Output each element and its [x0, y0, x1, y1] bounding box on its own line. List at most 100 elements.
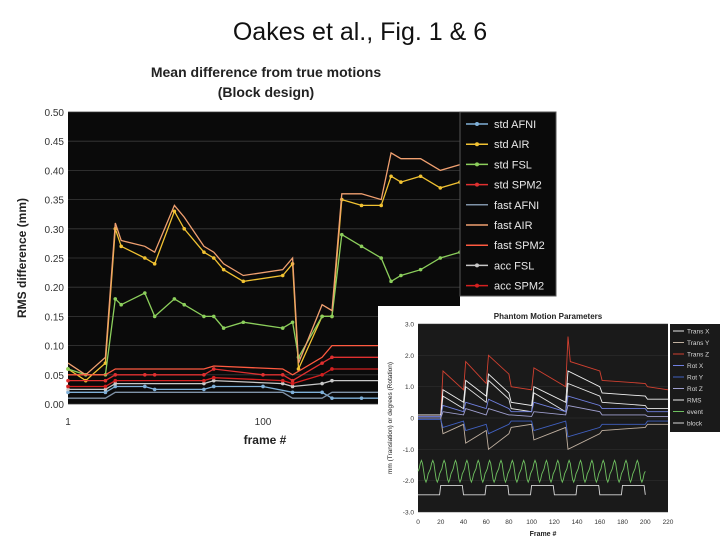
main-chart-y-tick-label: 0.25	[45, 254, 65, 265]
main-chart-x-axis-label: frame #	[244, 433, 287, 447]
main-chart-legend-label: std AIR	[494, 139, 530, 151]
inset-chart-y-ticks: 3.0 2.0 1.0 0 -1.0 -2.0 -3.0	[403, 322, 415, 517]
main-chart-legend-marker	[475, 263, 479, 268]
inset-chart-series	[418, 336, 669, 451]
main-chart-data-point	[152, 262, 157, 266]
inset-chart-x-tick-label: 200	[640, 519, 651, 526]
inset-chart-y-tick-label: 1.0	[405, 384, 414, 391]
main-chart-legend-label: fast AIR	[494, 220, 533, 232]
main-chart-data-point	[172, 297, 177, 301]
main-chart-y-tick-label: 0.40	[45, 166, 65, 177]
main-chart-data-point	[340, 232, 344, 237]
main-chart-data-point	[330, 367, 334, 371]
inset-chart-legend-label: Rot Y	[687, 375, 704, 382]
main-chart-data-point	[418, 267, 423, 272]
main-chart-series-line	[67, 175, 461, 382]
main-chart-data-point	[103, 384, 108, 389]
inset-chart-x-tick-label: 20	[437, 519, 445, 526]
main-chart-data-point	[379, 256, 384, 260]
main-chart-data-point	[113, 297, 118, 301]
main-chart-data-point	[103, 390, 108, 395]
main-chart-y-tick-label: 0.35	[45, 196, 65, 207]
main-chart-data-point	[280, 381, 285, 386]
main-chart-data-point	[320, 373, 324, 377]
main-chart-data-point	[241, 279, 246, 284]
main-chart-data-point	[119, 302, 123, 307]
main-chart-data-point	[113, 378, 118, 383]
inset-chart-event-trace	[417, 459, 646, 484]
inset-chart-legend-label: Trans Z	[687, 352, 709, 359]
inset-chart-x-tick-label: 80	[505, 519, 513, 526]
main-chart-data-point	[290, 390, 295, 395]
main-chart-data-point	[202, 314, 206, 319]
inset-chart-series-line	[418, 419, 668, 438]
main-chart-data-point	[103, 387, 108, 392]
main-chart-legend-marker	[475, 162, 479, 167]
main-chart-data-point	[143, 256, 147, 260]
inset-chart-x-ticks: 0 20 40 60 80 100 120 140 160 180 200 220	[416, 519, 674, 526]
inset-chart-x-tick-label: 180	[617, 519, 628, 526]
main-chart-data-point	[103, 378, 108, 383]
main-chart-y-tick-label: 0.10	[45, 342, 65, 353]
main-chart-data-point	[172, 209, 177, 214]
main-chart-data-point	[290, 384, 295, 389]
main-chart-data-point	[280, 326, 285, 330]
main-chart-data-point	[66, 387, 70, 392]
main-chart-data-point	[202, 373, 206, 377]
main-chart-data-point	[66, 384, 70, 389]
main-chart-data-point	[320, 361, 324, 365]
main-chart-data-point	[66, 378, 70, 383]
main-chart-data-point	[399, 273, 403, 278]
main-chart-legend-marker	[475, 142, 479, 147]
main-chart-data-point	[182, 302, 187, 307]
main-chart-data-point	[290, 381, 295, 386]
main-chart-series-line	[67, 151, 461, 376]
main-chart-y-axis-label: RMS difference (mm)	[15, 198, 29, 318]
main-chart-data-point	[66, 390, 70, 395]
main-chart-series-line	[68, 379, 460, 391]
inset-chart-x-tick-label: 140	[572, 519, 583, 526]
main-chart-legend-label: std SPM2	[494, 180, 542, 192]
main-chart-data-point	[152, 314, 157, 319]
main-chart-y-tick-label: 0.30	[45, 225, 65, 236]
main-chart-data-point	[113, 384, 118, 389]
inset-chart-legend-label: Trans Y	[687, 340, 710, 347]
inset-chart: Phantom Motion Parameters 3.0 2.0 1.0 0 -1.0…	[378, 306, 720, 540]
main-chart-data-point	[241, 320, 246, 325]
main-chart-data-point	[320, 390, 324, 395]
main-chart-data-point	[152, 373, 157, 377]
inset-chart-legend-label: Rot Z	[687, 386, 703, 393]
inset-chart-legend-label: Rot X	[687, 363, 704, 370]
inset-chart-y-tick-label: 3.0	[405, 322, 414, 329]
main-chart-y-tick-label: 0.00	[45, 400, 65, 411]
inset-chart-x-tick-label: 0	[416, 519, 420, 526]
inset-chart-series-line	[418, 404, 668, 419]
main-chart-data-point	[438, 186, 443, 190]
main-chart-data-point	[296, 367, 301, 371]
main-chart-data-point	[399, 180, 403, 184]
main-chart-data-point	[221, 267, 226, 272]
main-chart-data-point	[280, 273, 285, 278]
main-chart-data-point	[143, 384, 147, 389]
main-chart-legend-marker	[475, 122, 479, 126]
inset-chart-legend-label: RMS	[687, 398, 702, 405]
main-chart-legend-label: acc FSL	[494, 260, 534, 272]
main-chart-legend-label: acc SPM2	[494, 281, 544, 293]
main-chart-data-point	[261, 373, 265, 377]
inset-chart-stimulus-traces	[417, 459, 646, 496]
main-chart-data-point	[359, 396, 364, 400]
main-chart-data-point	[330, 378, 334, 383]
inset-chart-x-tick-label: 120	[549, 519, 560, 526]
main-chart-data-point	[202, 250, 206, 254]
main-chart-legend-label: fast AFNI	[494, 200, 539, 212]
main-chart-data-point	[418, 174, 423, 179]
inset-chart-y-tick-label: -2.0	[403, 478, 415, 485]
main-chart-x-tick-label: 1	[65, 417, 71, 428]
inset-chart-x-tick-label: 60	[483, 519, 491, 526]
main-chart-data-point	[202, 381, 206, 386]
inset-chart-legend-label: block	[687, 421, 703, 428]
inset-chart-x-tick-label: 40	[460, 519, 468, 526]
main-chart-data-point	[113, 381, 118, 386]
main-chart-data-point	[330, 314, 334, 319]
inset-chart-legend-label: Trans X	[687, 329, 710, 336]
